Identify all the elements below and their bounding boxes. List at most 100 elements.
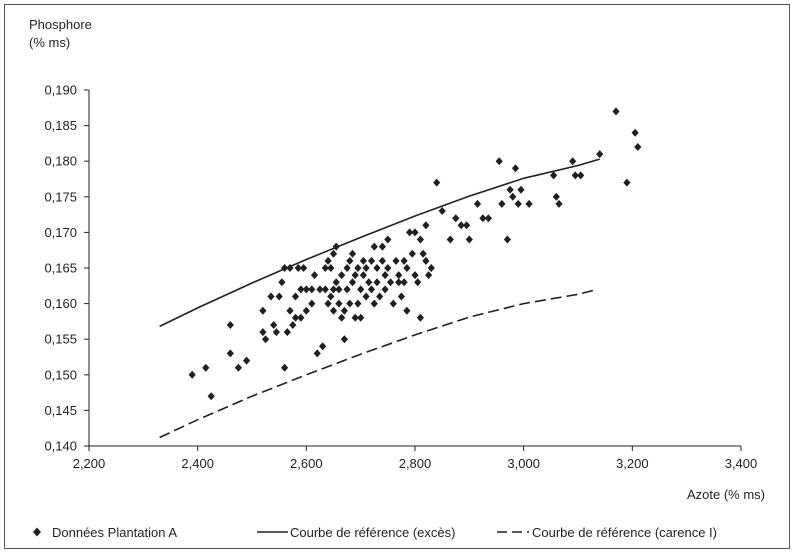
x-tick-label: 2,400 [181, 456, 214, 471]
data-point [348, 249, 357, 258]
data-point [338, 271, 346, 280]
data-point [226, 349, 234, 358]
data-point [308, 285, 316, 294]
data-point [395, 271, 403, 280]
data-point [425, 271, 433, 280]
data-point [381, 285, 389, 294]
data-point [400, 256, 408, 265]
data-point [631, 128, 639, 137]
data-point [234, 363, 242, 372]
data-point [327, 264, 335, 272]
data-point [427, 264, 435, 272]
data-point [498, 199, 506, 208]
legend-label-markers: Données Plantation A [52, 525, 177, 540]
legend-item-deficiency: Courbe de référence (carence I) [497, 525, 717, 540]
x-tick-label: 3,400 [725, 456, 758, 471]
data-point [514, 199, 522, 208]
data-point [378, 256, 386, 265]
chart-frame: Phosphore (% ms) Azote (% ms) 0,140 0,145… [4, 4, 790, 549]
data-point [259, 306, 267, 315]
data-point [463, 221, 471, 230]
data-point [400, 278, 408, 287]
data-point [278, 278, 286, 287]
y-tick-label: 0,150 [44, 367, 77, 382]
legend-diamond-icon [33, 527, 41, 537]
data-point [365, 278, 373, 287]
data-point [283, 328, 291, 337]
data-point [362, 292, 370, 301]
legend: Données Plantation A Courbe de référence… [33, 525, 717, 540]
data-point [359, 256, 367, 265]
data-point [446, 235, 454, 244]
data-point [226, 321, 234, 329]
data-point [272, 328, 280, 337]
data-point [362, 264, 370, 272]
data-point [324, 256, 332, 265]
y-axis-title-line2: (% ms) [29, 35, 70, 50]
data-point [411, 228, 419, 237]
x-tick-label: 3,000 [507, 456, 540, 471]
legend-label-deficiency: Courbe de référence (carence I) [532, 525, 717, 540]
data-point [370, 299, 378, 308]
data-point [335, 299, 343, 308]
data-point [294, 264, 302, 272]
data-point [357, 313, 365, 322]
data-point [343, 285, 351, 294]
data-point [346, 299, 354, 308]
data-point [281, 264, 289, 272]
x-tick-label: 3,200 [616, 456, 649, 471]
data-point [324, 299, 332, 308]
legend-item-markers: Données Plantation A [33, 525, 177, 540]
data-point [329, 285, 338, 294]
data-point [634, 143, 642, 151]
axes: 0,140 0,145 0,150 0,155 0,160 0,165 0,170 0,175… [44, 83, 757, 472]
data-point [286, 264, 294, 272]
x-axis-title: Azote (% ms) [687, 487, 765, 502]
data-point [332, 278, 340, 287]
data-point [612, 107, 620, 116]
data-point [511, 164, 520, 173]
data-point [329, 249, 338, 258]
data-point [473, 199, 482, 208]
data-point [623, 178, 631, 187]
data-point [340, 306, 348, 315]
data-point [327, 292, 335, 301]
data-point [259, 328, 267, 337]
data-point [340, 335, 348, 344]
data-point [577, 171, 585, 180]
legend-label-excess: Courbe de référence (excès) [290, 525, 455, 540]
data-point [509, 192, 517, 201]
y-tick-label: 0,145 [44, 403, 77, 418]
data-point [457, 221, 465, 230]
data-point [291, 313, 300, 322]
data-point [202, 363, 210, 372]
data-point [335, 285, 343, 294]
data-point [319, 342, 327, 351]
data-point [313, 349, 321, 358]
data-point [373, 264, 381, 272]
data-point [416, 235, 424, 244]
data-point [571, 171, 579, 180]
data-point [321, 285, 329, 294]
deficiency-reference-curve [159, 288, 598, 439]
legend-item-excess: Courbe de référence (excès) [257, 525, 455, 540]
data-point [381, 271, 389, 280]
data-point [297, 285, 305, 294]
data-point [422, 221, 430, 230]
data-point [354, 264, 362, 272]
x-tick-label: 2,600 [290, 456, 323, 471]
data-point [465, 235, 473, 244]
data-point [243, 356, 251, 365]
data-point [308, 299, 316, 308]
data-point [300, 264, 308, 272]
scatter-chart: Phosphore (% ms) Azote (% ms) 0,140 0,145… [29, 17, 765, 540]
data-point [329, 306, 338, 315]
data-point [484, 214, 492, 223]
y-tick-label: 0,175 [44, 189, 77, 204]
y-tick-label: 0,165 [44, 261, 77, 276]
data-point [289, 321, 297, 329]
y-tick-label: 0,180 [44, 154, 77, 169]
x-tick-label: 2,200 [73, 456, 106, 471]
data-point [386, 278, 395, 287]
data-point [416, 313, 424, 322]
